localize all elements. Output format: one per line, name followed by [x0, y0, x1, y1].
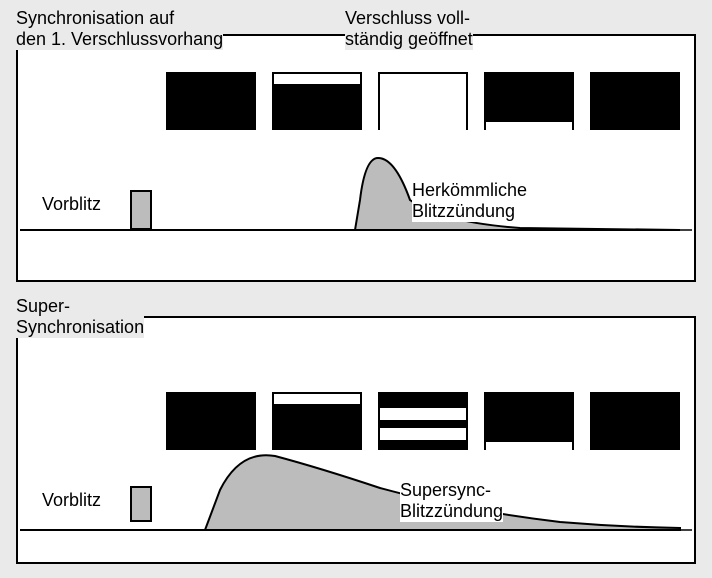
bottom-title-label: Super- Synchronisation [16, 296, 144, 338]
top-flash-curve [0, 140, 712, 240]
top-main-line1: Herkömmliche [412, 180, 527, 200]
top-shutter-5 [590, 72, 680, 130]
top-shutter-2 [272, 72, 362, 130]
top-curve-path [20, 158, 680, 230]
bottom-title-line2: Synchronisation [16, 317, 144, 337]
bottom-flash-curve [0, 430, 712, 540]
top-title-line1: Synchronisation auf [16, 8, 174, 28]
slit [486, 122, 572, 132]
top-main-line2: Blitzzündung [412, 201, 515, 221]
bottom-main-line1: Supersync- [400, 480, 491, 500]
bottom-curve-path [20, 455, 680, 530]
top-open-line1: Verschluss voll- [345, 8, 470, 28]
slit [274, 394, 360, 404]
top-open-label: Verschluss voll- ständig geöffnet [345, 8, 473, 50]
top-shutter-row [166, 72, 680, 130]
slit [380, 74, 466, 132]
slit [380, 408, 466, 420]
bottom-main-line2: Blitzzündung [400, 501, 503, 521]
top-open-line2: ständig geöffnet [345, 29, 473, 49]
top-shutter-1 [166, 72, 256, 130]
bottom-main-label: Supersync- Blitzzündung [400, 480, 503, 522]
top-title-line2: den 1. Verschlussvorhang [16, 29, 223, 49]
top-main-label: Herkömmliche Blitzzündung [412, 180, 527, 222]
top-shutter-3 [378, 72, 468, 130]
bottom-title-line1: Super- [16, 296, 70, 316]
top-title-label: Synchronisation auf den 1. Verschlussvor… [16, 8, 223, 50]
slit [274, 74, 360, 84]
top-shutter-4 [484, 72, 574, 130]
